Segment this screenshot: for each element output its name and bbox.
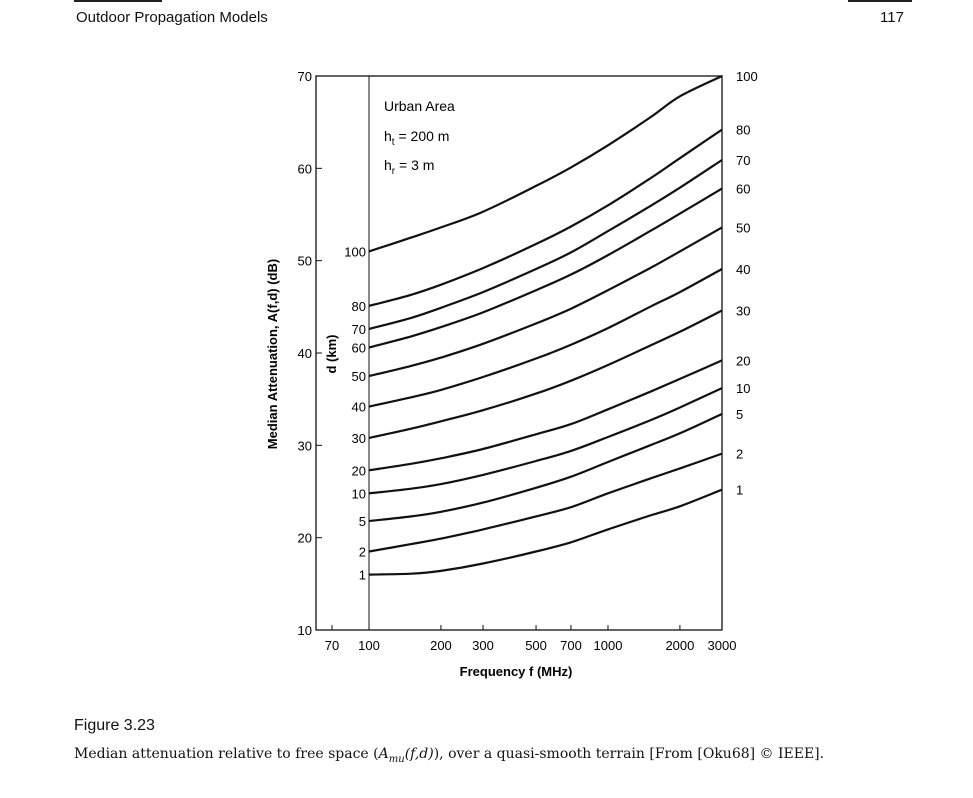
series-line-d-40km [368, 268, 723, 408]
header-rule-right [848, 0, 912, 2]
y-tick-label: 50 [298, 254, 312, 269]
d-km-label: d (km) [324, 335, 339, 374]
series-line-d-100km [368, 75, 723, 253]
area-annotation: Urban Area [384, 98, 455, 114]
x-tick-label: 70 [325, 638, 339, 653]
series-lines [368, 75, 723, 576]
plot-frame [315, 75, 723, 631]
series-line-d-20km [368, 359, 723, 472]
y-tick-label: 20 [298, 531, 312, 546]
series-label-right-30: 30 [736, 304, 750, 319]
series-label-right-1: 1 [736, 483, 743, 498]
series-label-left-40: 40 [352, 400, 366, 415]
series-label-right-50: 50 [736, 220, 750, 235]
header-rule-left [74, 0, 162, 2]
x-tick-label: 200 [430, 638, 452, 653]
y-tick-label: 40 [298, 346, 312, 361]
series-line-d-1km [368, 488, 723, 576]
series-label-left-20: 20 [352, 463, 366, 478]
series-label-right-100: 100 [736, 69, 758, 84]
figure-label: Figure 3.23 [74, 717, 155, 734]
series-label-right-40: 40 [736, 262, 750, 277]
series-label-right-2: 2 [736, 447, 743, 462]
y-tick-label: 30 [298, 438, 312, 453]
series-label-right-80: 80 [736, 123, 750, 138]
series-label-right-10: 10 [736, 381, 750, 396]
series-label-right-70: 70 [736, 153, 750, 168]
x-tick-label: 700 [560, 638, 582, 653]
series-line-d-50km [368, 226, 723, 378]
y-axis-ticks: 10 20 30 40 50 60 70 [298, 69, 322, 638]
x-tick-label: 100 [358, 638, 380, 653]
series-label-left-5: 5 [359, 514, 366, 529]
right-distance-labels: 1 2 5 10 20 30 40 50 60 70 80 100 [736, 69, 758, 498]
series-label-left-70: 70 [352, 322, 366, 337]
series-line-d-5km [368, 412, 723, 523]
page-number: 117 [880, 9, 904, 26]
series-label-left-2: 2 [359, 545, 366, 560]
caption-math-symbol: Amu(f,d) [378, 746, 434, 765]
x-tick-label: 300 [472, 638, 494, 653]
running-head: Outdoor Propagation Models [76, 9, 268, 26]
x-tick-label: 2000 [665, 638, 694, 653]
y-tick-label: 70 [298, 69, 312, 84]
y-tick-label: 60 [298, 161, 312, 176]
plot-frame-group [315, 75, 723, 631]
series-label-right-5: 5 [736, 407, 743, 422]
series-label-left-50: 50 [352, 369, 366, 384]
series-label-left-80: 80 [352, 299, 366, 314]
series-label-left-10: 10 [352, 486, 366, 501]
y-axis-label: Median Attenuation, A(f,d) (dB) [265, 259, 280, 449]
ht-annotation: ht = 200 m [384, 128, 449, 148]
x-tick-label: 500 [525, 638, 547, 653]
figure-caption: Median attenuation relative to free spac… [74, 744, 904, 770]
hr-annotation: hr = 3 m [384, 157, 434, 177]
caption-text-before: Median attenuation relative to free spac… [74, 746, 379, 762]
caption-text-after: ), over a quasi-smooth terrain [From [Ok… [433, 746, 825, 762]
series-line-d-10km [368, 387, 723, 495]
x-axis-ticks: 70 100 200 300 500 700 1000 2000 3000 [325, 625, 737, 653]
y-tick-label: 10 [298, 623, 312, 638]
series-line-d-80km [368, 128, 723, 307]
x-tick-label: 3000 [708, 638, 737, 653]
attenuation-chart: 70 100 200 300 500 700 1000 2000 3000 10 20 30 40 50… [265, 69, 758, 679]
series-label-left-100: 100 [344, 244, 366, 259]
series-line-d-2km [368, 452, 723, 553]
left-distance-labels: 1 2 5 10 20 30 40 50 60 70 80 100 [344, 244, 366, 582]
series-line-d-70km [368, 159, 723, 331]
x-axis-label: Frequency f (MHz) [460, 664, 573, 679]
series-label-left-30: 30 [352, 431, 366, 446]
x-tick-label: 1000 [594, 638, 623, 653]
series-label-left-1: 1 [359, 568, 366, 583]
series-line-d-30km [368, 309, 723, 439]
series-line-d-60km [368, 187, 723, 349]
series-label-right-20: 20 [736, 353, 750, 368]
series-label-left-60: 60 [352, 340, 366, 355]
series-label-right-60: 60 [736, 182, 750, 197]
